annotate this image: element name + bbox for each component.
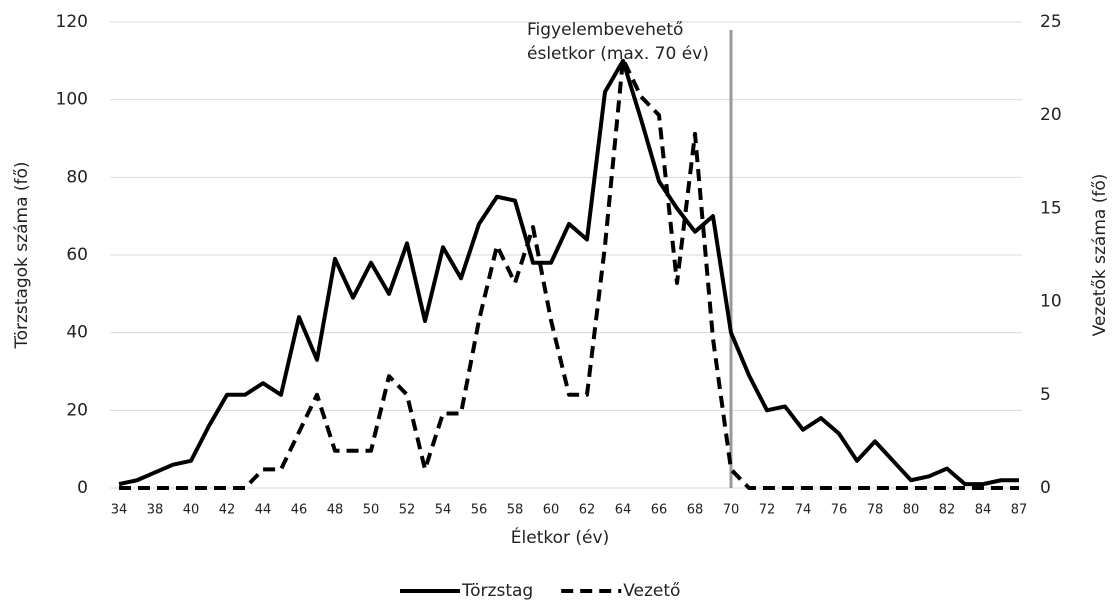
x-tick-label: 62 (579, 503, 596, 518)
y2-tick-label: 10 (1040, 292, 1062, 312)
legend-label: Vezető (623, 581, 680, 601)
x-tick-label: 42 (219, 503, 236, 518)
y2-tick-label: 25 (1040, 12, 1062, 32)
x-tick-label: 40 (183, 503, 200, 518)
y-tick-label: 20 (66, 400, 88, 420)
y-tick-label: 80 (66, 167, 88, 187)
y2-tick-label: 15 (1040, 198, 1062, 218)
y2-tick-label: 5 (1040, 385, 1051, 405)
x-tick-label: 68 (687, 503, 704, 518)
y-tick-label: 60 (66, 245, 88, 265)
y-axis-label: Törzstagok száma (fő) (12, 161, 32, 349)
x-tick-label: 84 (975, 503, 992, 518)
x-tick-label: 58 (507, 503, 524, 518)
x-tick-label: 44 (255, 503, 272, 518)
x-tick-label: 82 (939, 503, 956, 518)
y-tick-label: 0 (77, 478, 88, 498)
series-line (119, 57, 1019, 490)
x-tick-label: 87 (1011, 503, 1028, 518)
x-tick-label: 60 (543, 503, 560, 518)
x-tick-label: 54 (435, 503, 452, 518)
x-tick-label: 52 (399, 503, 416, 518)
x-tick-label: 46 (291, 503, 308, 518)
y2-tick-label: 0 (1040, 478, 1051, 498)
x-tick-label: 72 (759, 503, 776, 518)
x-tick-label: 48 (327, 503, 344, 518)
annotation: Figyelembevehető ésletkor (max. 70 év) (527, 20, 709, 64)
y-tick-label: 100 (56, 90, 88, 110)
y2-axis-label: Vezetők száma (fő) (1090, 174, 1110, 337)
x-tick-label: 56 (471, 503, 488, 518)
y-tick-label: 120 (56, 12, 88, 32)
x-tick-label: 66 (651, 503, 668, 518)
y-tick-label: 40 (66, 323, 88, 343)
legend-label: Törzstag (461, 581, 533, 601)
x-tick-label: 78 (867, 503, 884, 518)
x-tick-label: 34 (111, 503, 128, 518)
x-tick-label: 80 (903, 503, 920, 518)
x-tick-label: 76 (831, 503, 848, 518)
y2-tick-label: 20 (1040, 105, 1062, 125)
x-tick-label: 74 (795, 503, 812, 518)
series-line (118, 58, 1019, 487)
x-tick-label: 64 (615, 503, 632, 518)
x-tick-label: 38 (147, 503, 164, 518)
x-tick-label: 50 (363, 503, 380, 518)
x-tick-label: 70 (723, 503, 740, 518)
x-axis-label: Életkor (év) (511, 526, 609, 548)
